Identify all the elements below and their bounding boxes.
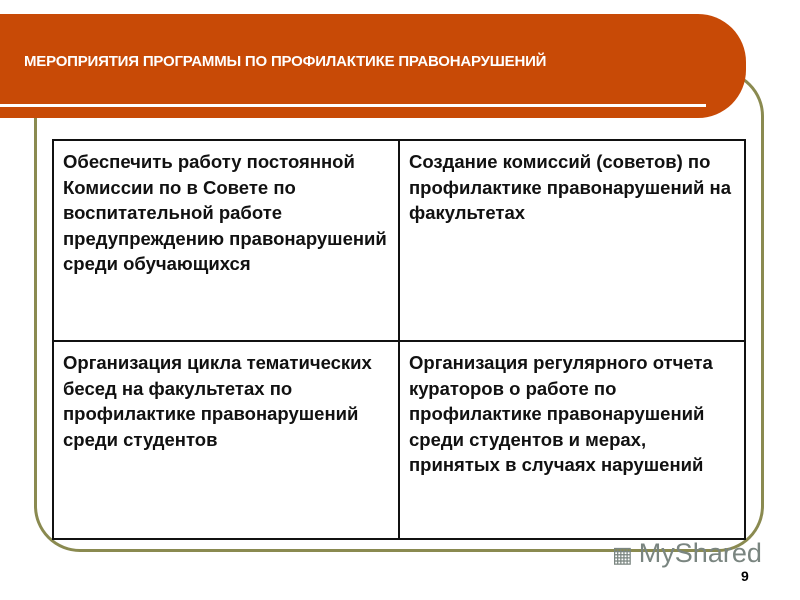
- page-number: 9: [741, 568, 749, 584]
- title-banner: МЕРОПРИЯТИЯ ПРОГРАММЫ ПО ПРОФИЛАКТИКЕ ПР…: [0, 14, 746, 118]
- table-row: Организация цикла тематических бесед на …: [52, 340, 746, 540]
- table-cell: Организация регулярного отчета кураторов…: [398, 340, 746, 540]
- presentation-board-icon: ▦: [612, 542, 633, 567]
- table-cell: Организация цикла тематических бесед на …: [52, 340, 400, 540]
- measures-table: Обеспечить работу постоянной Комиссии по…: [52, 139, 746, 540]
- title-underline: [0, 104, 706, 107]
- watermark-text: MyShared: [638, 538, 762, 568]
- slide-title: МЕРОПРИЯТИЯ ПРОГРАММЫ ПО ПРОФИЛАКТИКЕ ПР…: [24, 53, 547, 70]
- table-row: Обеспечить работу постоянной Комиссии по…: [52, 139, 746, 342]
- watermark-logo: ▦ MyShared: [612, 538, 762, 569]
- table-cell: Обеспечить работу постоянной Комиссии по…: [52, 139, 400, 342]
- table-cell: Создание комиссий (советов) по профилакт…: [398, 139, 746, 342]
